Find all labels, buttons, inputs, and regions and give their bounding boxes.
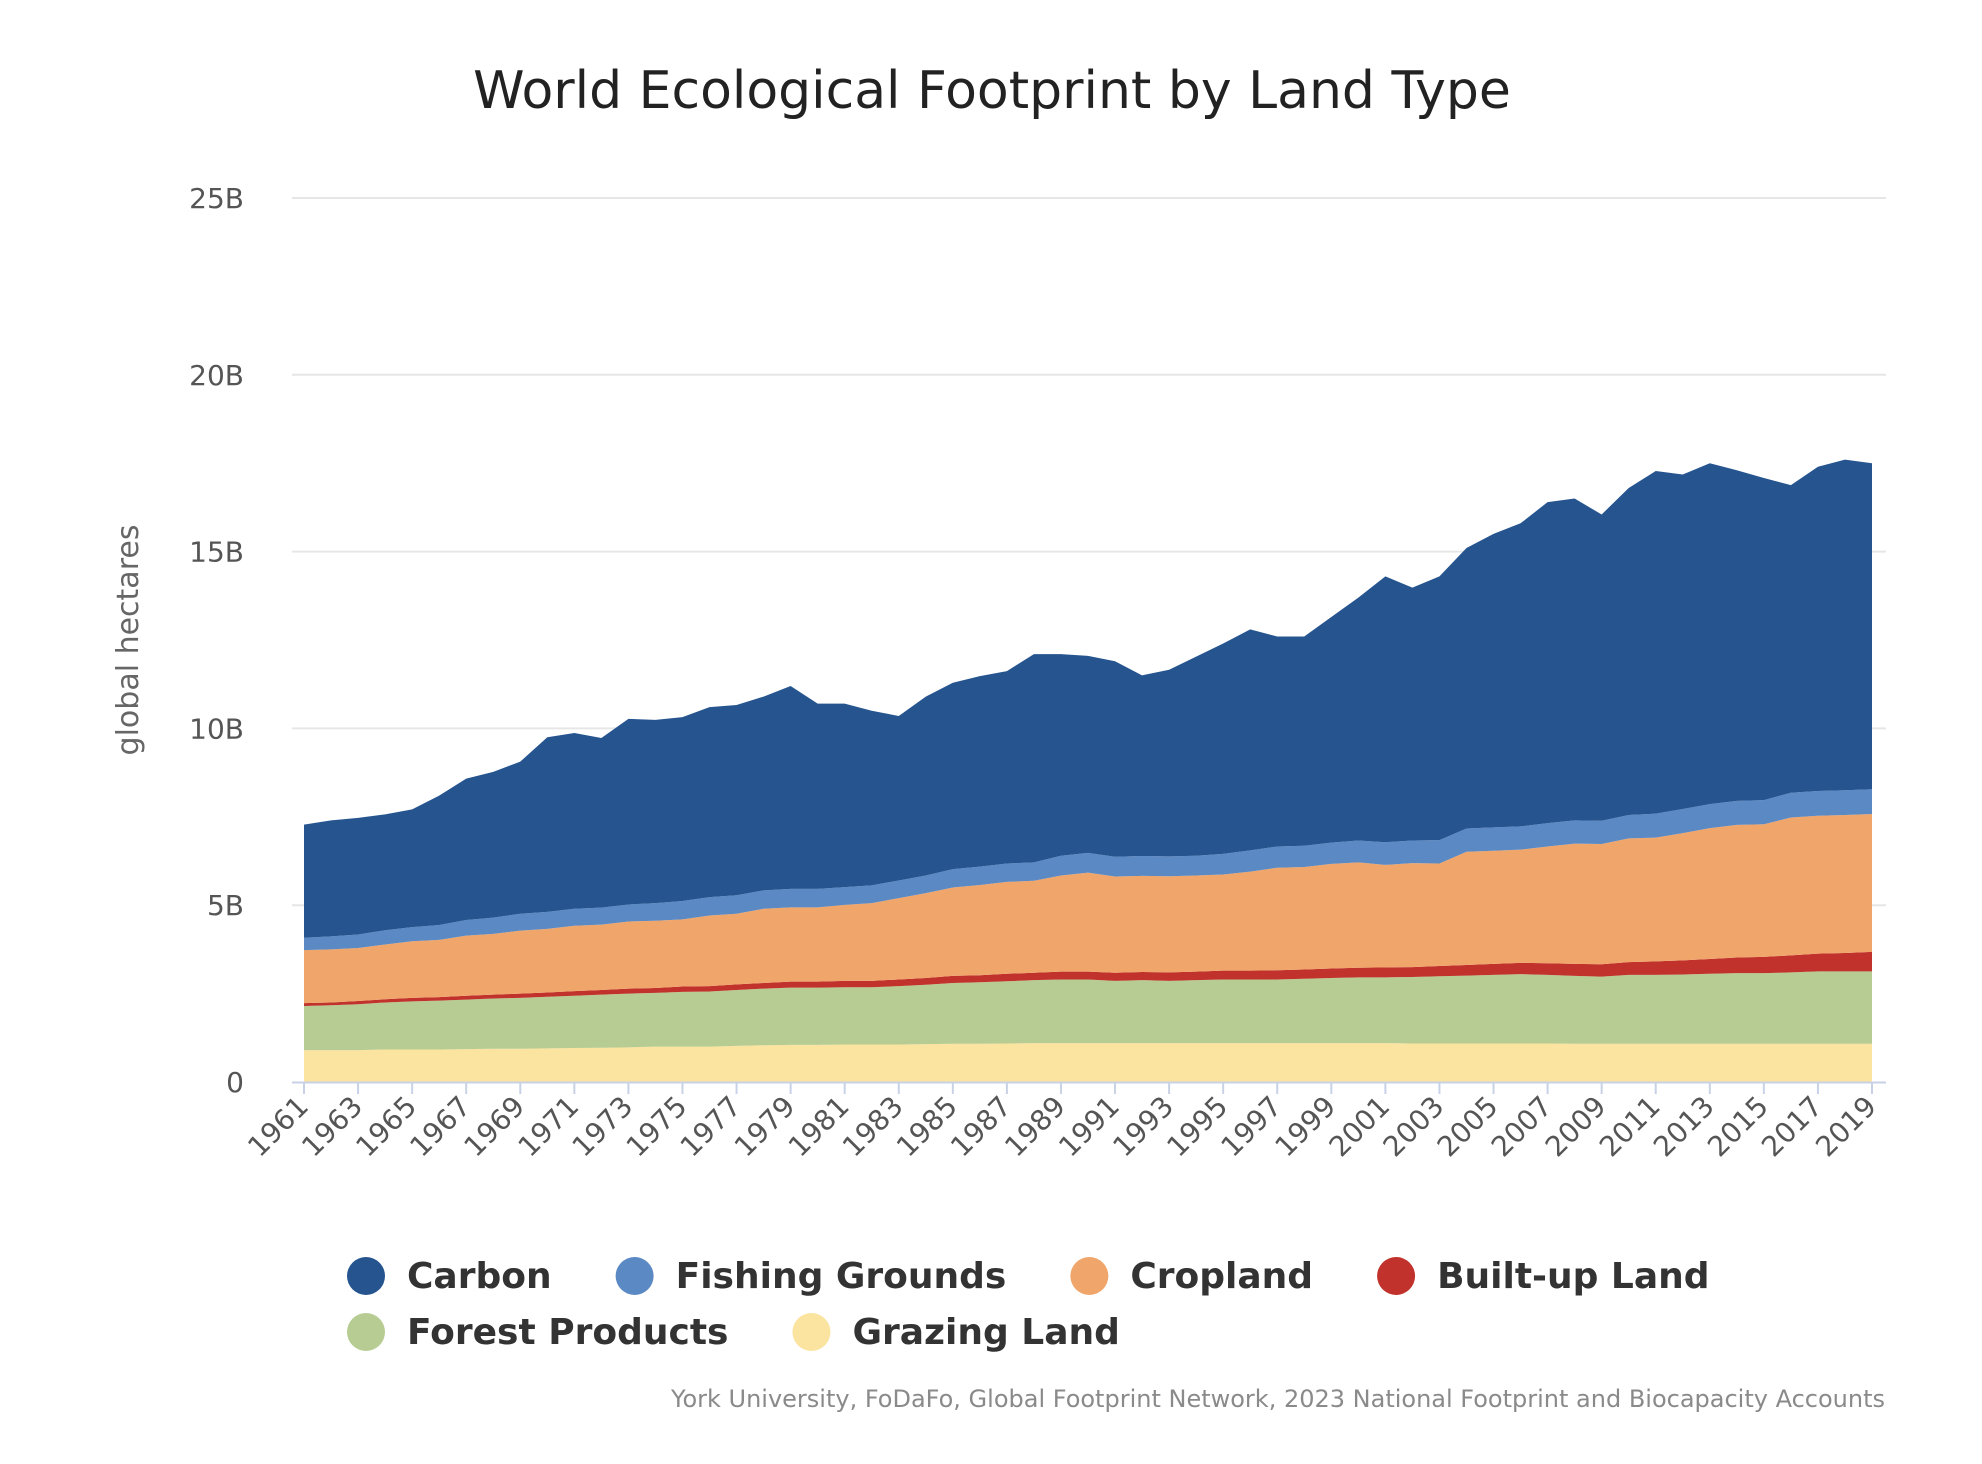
legend-item-cropland[interactable]: Cropland bbox=[1070, 1256, 1313, 1297]
legend-marker bbox=[1377, 1257, 1416, 1295]
legend-label: Grazing Land bbox=[852, 1312, 1119, 1353]
legend-item-built-up-land[interactable]: Built-up Land bbox=[1377, 1256, 1710, 1297]
y-axis-ticks: 0 5B 10B 15B 20B 25B bbox=[189, 182, 244, 1099]
plot-areas bbox=[304, 459, 1872, 1082]
x-tick-label: 1967 bbox=[403, 1090, 477, 1164]
x-tick-label: 2015 bbox=[1701, 1090, 1775, 1164]
legend: Carbon Fishing Grounds Cropland Built-up La… bbox=[347, 1256, 1710, 1353]
area-series-cropland[interactable] bbox=[304, 813, 1872, 1004]
x-tick-label: 1999 bbox=[1269, 1090, 1343, 1164]
y-tick-label: 0 bbox=[226, 1066, 244, 1099]
y-axis-label: global hectares bbox=[111, 525, 146, 756]
x-tick-label: 1997 bbox=[1214, 1090, 1288, 1164]
x-tick-label: 1975 bbox=[620, 1090, 694, 1164]
x-tick-label: 1973 bbox=[566, 1090, 640, 1164]
legend-marker bbox=[615, 1257, 654, 1295]
legend-marker bbox=[347, 1257, 385, 1295]
x-tick-label: 1971 bbox=[512, 1090, 586, 1164]
x-tick-label: 2013 bbox=[1647, 1090, 1721, 1164]
x-tick-label: 1985 bbox=[890, 1090, 964, 1164]
x-tick-label: 2009 bbox=[1539, 1090, 1613, 1164]
x-tick-label: 2001 bbox=[1323, 1090, 1397, 1164]
legend-marker bbox=[347, 1313, 385, 1351]
x-tick-label: 1995 bbox=[1160, 1090, 1234, 1164]
area-series-forest-products[interactable] bbox=[304, 971, 1872, 1051]
area-series-built-up-land[interactable] bbox=[304, 951, 1872, 1006]
x-tick-label: 1969 bbox=[457, 1090, 531, 1164]
legend-label: Fishing Grounds bbox=[676, 1256, 1007, 1297]
legend-marker bbox=[792, 1313, 831, 1351]
legend-marker bbox=[1070, 1257, 1109, 1295]
x-tick-label: 1991 bbox=[1052, 1090, 1126, 1164]
legend-item-fishing-grounds[interactable]: Fishing Grounds bbox=[615, 1256, 1007, 1297]
x-tick-label: 1977 bbox=[674, 1090, 748, 1164]
x-axis-ticks: 1961196319651967196919711973197519771979… bbox=[241, 1082, 1883, 1163]
area-series-carbon[interactable] bbox=[304, 459, 1872, 938]
x-tick-label: 1989 bbox=[998, 1090, 1072, 1164]
y-tick-label: 15B bbox=[189, 536, 244, 569]
chart-title: World Ecological Footprint by Land Type bbox=[473, 61, 1511, 121]
x-tick-label: 2017 bbox=[1755, 1090, 1829, 1164]
area-series-fishing-grounds[interactable] bbox=[304, 789, 1872, 951]
y-tick-label: 25B bbox=[189, 182, 244, 215]
legend-label: Carbon bbox=[407, 1256, 552, 1297]
area-series-grazing-land[interactable] bbox=[304, 1043, 1872, 1082]
x-tick-label: 1961 bbox=[241, 1090, 315, 1164]
x-tick-label: 2019 bbox=[1809, 1090, 1883, 1164]
legend-label: Built-up Land bbox=[1437, 1256, 1709, 1297]
x-tick-label: 2011 bbox=[1593, 1090, 1667, 1164]
y-tick-label: 5B bbox=[207, 889, 244, 922]
x-tick-label: 2003 bbox=[1377, 1090, 1451, 1164]
x-tick-label: 2005 bbox=[1431, 1090, 1505, 1164]
legend-item-grazing-land[interactable]: Grazing Land bbox=[792, 1312, 1120, 1353]
x-tick-label: 1979 bbox=[728, 1090, 802, 1164]
x-tick-label: 1983 bbox=[836, 1090, 910, 1164]
legend-item-carbon[interactable]: Carbon bbox=[347, 1256, 552, 1297]
y-tick-label: 10B bbox=[189, 712, 244, 745]
legend-label: Forest Products bbox=[407, 1312, 728, 1353]
x-tick-label: 2007 bbox=[1485, 1090, 1559, 1164]
legend-item-forest-products[interactable]: Forest Products bbox=[347, 1312, 728, 1353]
x-tick-label: 1987 bbox=[944, 1090, 1018, 1164]
x-tick-label: 1965 bbox=[349, 1090, 423, 1164]
x-tick-label: 1993 bbox=[1106, 1090, 1180, 1164]
x-tick-label: 1981 bbox=[782, 1090, 856, 1164]
credits[interactable]: York University, FoDaFo, Global Footprin… bbox=[670, 1385, 1885, 1413]
y-tick-label: 20B bbox=[189, 359, 244, 392]
x-tick-label: 1963 bbox=[295, 1090, 369, 1164]
legend-label: Cropland bbox=[1130, 1256, 1313, 1297]
